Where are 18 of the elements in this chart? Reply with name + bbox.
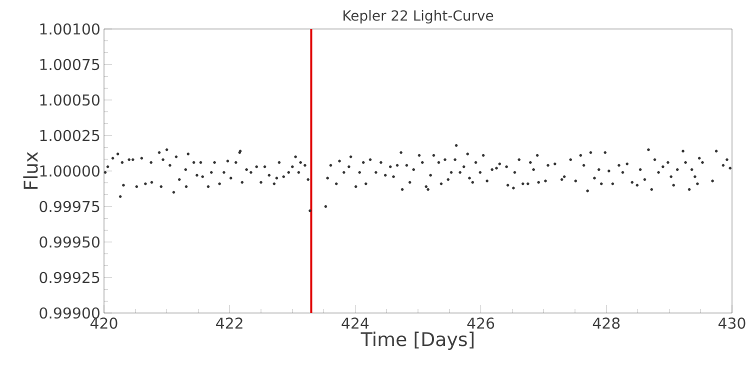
y-tick-label: 0.99950 bbox=[40, 236, 100, 248]
x-tick-label: 424 bbox=[342, 318, 369, 329]
y-tick-label: 1.00075 bbox=[40, 58, 100, 70]
x-tick-label: 428 bbox=[592, 318, 620, 329]
x-tick-label: 430 bbox=[718, 318, 746, 329]
x-tick-label: 426 bbox=[467, 318, 494, 329]
chart-title: Kepler 22 Light-Curve bbox=[344, 10, 494, 24]
y-axis-title: Flux bbox=[23, 152, 38, 189]
x-tick-label: 422 bbox=[216, 318, 242, 329]
y-tick-label: 1.00000 bbox=[40, 165, 100, 177]
x-axis-title: Time [Days] bbox=[360, 332, 474, 350]
y-tick-label: 1.00050 bbox=[40, 94, 100, 106]
y-tick-label: 0.99925 bbox=[40, 272, 100, 284]
y-tick-label: 0.99900 bbox=[40, 307, 100, 319]
y-tick-label: 1.00100 bbox=[40, 23, 100, 35]
x-tick-label: 420 bbox=[90, 318, 118, 329]
y-tick-label: 0.99975 bbox=[40, 200, 100, 212]
y-tick-label: 1.00025 bbox=[40, 130, 100, 142]
